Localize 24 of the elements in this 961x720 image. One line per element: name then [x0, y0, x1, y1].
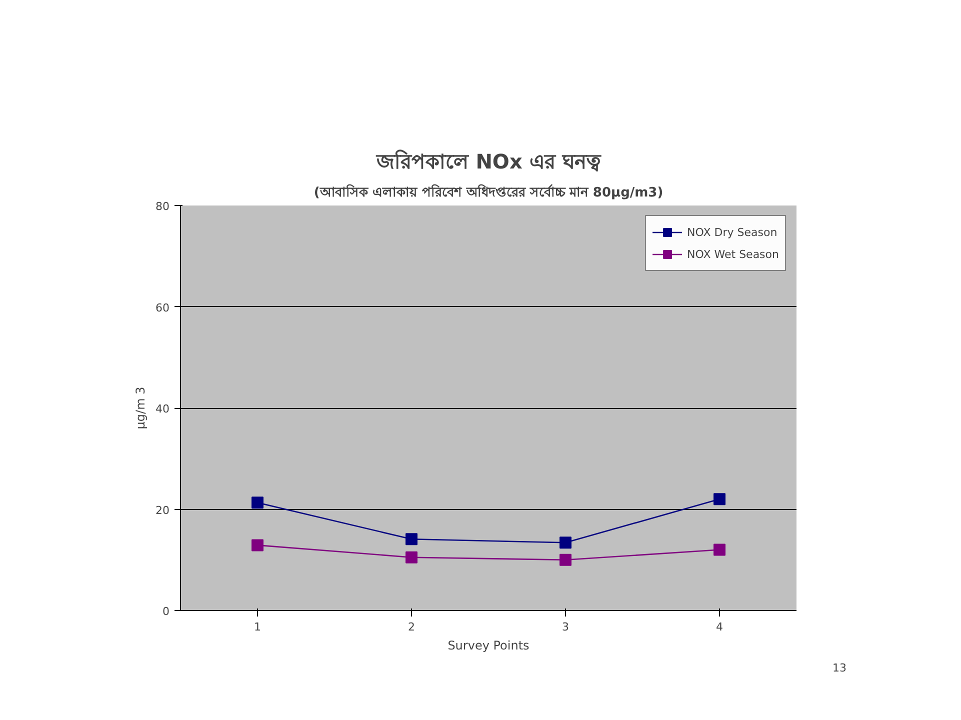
- y-tick-label: 40: [156, 402, 170, 416]
- point: [406, 551, 418, 564]
- legend-label: NOX Wet Season: [687, 248, 779, 260]
- y-tick-label: 0: [162, 605, 170, 618]
- point: [560, 536, 572, 549]
- point: [252, 496, 264, 509]
- x-tick-label: 4: [716, 620, 723, 634]
- y-tick-label: 60: [156, 301, 170, 314]
- legend-label: NOX Dry Season: [687, 226, 778, 238]
- y-axis-title: µg/m 3: [134, 386, 148, 430]
- chart-subtitle: (আবাসিক এলাকায় পরিবেশ অধিদপ্তরের সর্বোচ্চ মান 80µg/m3): [314, 184, 664, 200]
- x-tick-label: 3: [562, 620, 569, 634]
- y-tick-label: 80: [156, 200, 170, 213]
- chart-title: জরিপকালে NOx এর ঘনত্ব: [376, 150, 602, 174]
- x-tick-label: 2: [408, 620, 415, 634]
- point: [714, 544, 726, 556]
- x-tick-label: 1: [254, 620, 261, 634]
- y-tick-label: 20: [156, 504, 170, 517]
- point: [714, 493, 726, 506]
- point: [252, 539, 264, 552]
- text: 13: [832, 662, 847, 674]
- x-axis-title: Survey Points: [448, 638, 530, 652]
- point: [406, 533, 418, 546]
- point: [560, 554, 572, 566]
